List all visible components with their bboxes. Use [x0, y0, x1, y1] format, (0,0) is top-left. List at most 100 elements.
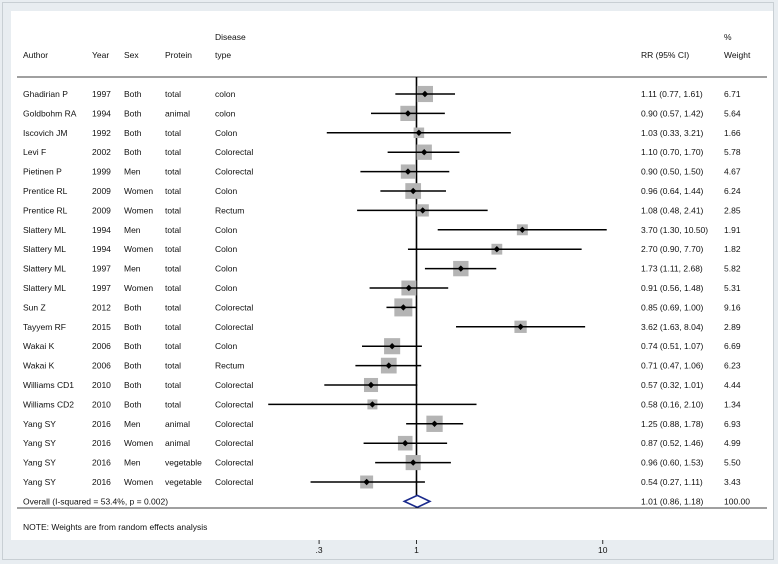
- header-protein: Protein: [165, 50, 192, 60]
- table-row: Levi F 2002 Both total Colorectal 1.10 (0.70,…: [23, 144, 741, 160]
- row-sex: Women: [124, 477, 153, 487]
- header-sex: Sex: [124, 50, 139, 60]
- row-author: Slattery ML: [23, 264, 66, 274]
- row-sex: Women: [124, 244, 153, 254]
- row-year: 2010: [92, 399, 111, 409]
- row-year: 1999: [92, 167, 111, 177]
- x-tick-label: 10: [598, 545, 608, 555]
- table-row: Goldbohm RA 1994 Both animal colon 0.90 (0.57…: [23, 105, 741, 122]
- row-weight-label: 1.91: [724, 225, 741, 235]
- row-author: Wakai K: [23, 361, 55, 371]
- row-year: 2009: [92, 186, 111, 196]
- forest-plot-panel: Disease Author Year Sex Protein type RR …: [11, 11, 773, 540]
- point-estimate: [519, 226, 526, 233]
- row-rr-label: 2.70 (0.90, 7.70): [641, 244, 704, 254]
- row-disease: Colorectal: [215, 438, 253, 448]
- row-sex: Both: [124, 341, 142, 351]
- row-year: 2015: [92, 322, 111, 332]
- row-author: Levi F: [23, 147, 46, 157]
- row-weight-label: 4.44: [724, 380, 741, 390]
- row-year: 2009: [92, 205, 111, 215]
- point-estimate: [517, 323, 524, 330]
- row-year: 1997: [92, 264, 111, 274]
- row-disease: Rectum: [215, 361, 244, 371]
- row-author: Williams CD1: [23, 380, 74, 390]
- table-row: Prentice RL 2009 Women total Rectum 1.08 (0.4…: [23, 204, 741, 217]
- row-rr-label: 0.90 (0.57, 1.42): [641, 108, 704, 118]
- point-estimate: [409, 459, 417, 466]
- row-sex: Men: [124, 458, 141, 468]
- row-weight-label: 9.16: [724, 302, 741, 312]
- row-rr-label: 0.54 (0.27, 1.11): [641, 477, 703, 487]
- row-author: Yang SY: [23, 419, 56, 429]
- row-disease: Colorectal: [215, 380, 253, 390]
- table-row: Tayyem RF 2015 Both total Colorectal 3.62 (1.…: [23, 320, 741, 333]
- row-protein: animal: [165, 438, 190, 448]
- row-year: 2012: [92, 302, 111, 312]
- row-sex: Men: [124, 264, 141, 274]
- row-weight-label: 5.82: [724, 264, 741, 274]
- row-disease: Colon: [215, 186, 237, 196]
- row-sex: Men: [124, 167, 141, 177]
- row-rr-label: 3.62 (1.63, 8.04): [641, 322, 704, 332]
- row-rr-label: 1.03 (0.33, 3.21): [641, 128, 704, 138]
- row-year: 2006: [92, 341, 111, 351]
- point-estimate: [385, 362, 392, 369]
- row-weight-label: 6.93: [724, 419, 741, 429]
- row-year: 2006: [92, 361, 111, 371]
- point-estimate: [369, 401, 376, 408]
- row-rr-label: 0.57 (0.32, 1.01): [641, 380, 704, 390]
- row-sex: Both: [124, 108, 142, 118]
- row-sex: Women: [124, 438, 153, 448]
- point-estimate: [457, 265, 465, 272]
- table-row: Yang SY 2016 Men vegetable Colorectal 0.96 (0…: [23, 455, 741, 471]
- row-disease: Colon: [215, 244, 237, 254]
- table-row: Slattery ML 1994 Men total Colon 3.70 (1.30, …: [23, 224, 741, 236]
- row-disease: Colorectal: [215, 399, 253, 409]
- table-row: Ghadirian P 1997 Both total colon 1.11 (0.77,…: [23, 85, 741, 103]
- point-estimate: [419, 207, 426, 214]
- point-estimate: [420, 149, 428, 156]
- row-weight-label: 5.64: [724, 108, 741, 118]
- row-protein: total: [165, 186, 181, 196]
- row-rr-label: 0.71 (0.47, 1.06): [641, 361, 704, 371]
- row-author: Tayyem RF: [23, 322, 66, 332]
- table-row: Sun Z 2012 Both total Colorectal 0.85 (0.69, …: [23, 298, 741, 317]
- point-estimate: [404, 168, 412, 175]
- header-year: Year: [92, 50, 109, 60]
- table-row: Yang SY 2016 Women animal Colorectal 0.87 (0.…: [23, 435, 741, 451]
- row-weight-label: 2.85: [724, 205, 741, 215]
- row-author: Prentice RL: [23, 186, 68, 196]
- row-protein: vegetable: [165, 458, 202, 468]
- row-weight-label: 6.24: [724, 186, 741, 196]
- header-weight-top: %: [724, 32, 732, 42]
- row-year: 1992: [92, 128, 111, 138]
- row-rr-label: 0.58 (0.16, 2.10): [641, 399, 704, 409]
- row-author: Wakai K: [23, 341, 55, 351]
- x-tick-label: .3: [316, 545, 323, 555]
- row-weight-label: 5.50: [724, 458, 741, 468]
- row-weight-label: 1.34: [724, 399, 741, 409]
- row-weight-label: 5.78: [724, 147, 741, 157]
- row-rr-label: 0.85 (0.69, 1.00): [641, 302, 704, 312]
- row-sex: Men: [124, 225, 141, 235]
- row-disease: Colorectal: [215, 419, 253, 429]
- row-year: 2016: [92, 419, 111, 429]
- table-row: Slattery ML 1997 Women total Colon 0.91 (0.56…: [23, 280, 741, 296]
- row-protein: vegetable: [165, 477, 202, 487]
- table-row: Iscovich JM 1992 Both total Colon 1.03 (0.33,…: [23, 127, 741, 139]
- overall-label: Overall (I-squared = 53.4%, p = 0.002): [23, 496, 168, 506]
- point-estimate: [415, 129, 423, 136]
- point-estimate: [431, 420, 438, 427]
- row-author: Pietinen P: [23, 167, 62, 177]
- row-sex: Men: [124, 419, 141, 429]
- row-year: 2016: [92, 477, 111, 487]
- row-weight-label: 4.99: [724, 438, 741, 448]
- point-estimate: [388, 343, 396, 350]
- row-protein: total: [165, 128, 181, 138]
- row-sex: Both: [124, 302, 142, 312]
- point-estimate: [404, 110, 412, 117]
- row-author: Williams CD2: [23, 399, 74, 409]
- row-protein: total: [165, 302, 181, 312]
